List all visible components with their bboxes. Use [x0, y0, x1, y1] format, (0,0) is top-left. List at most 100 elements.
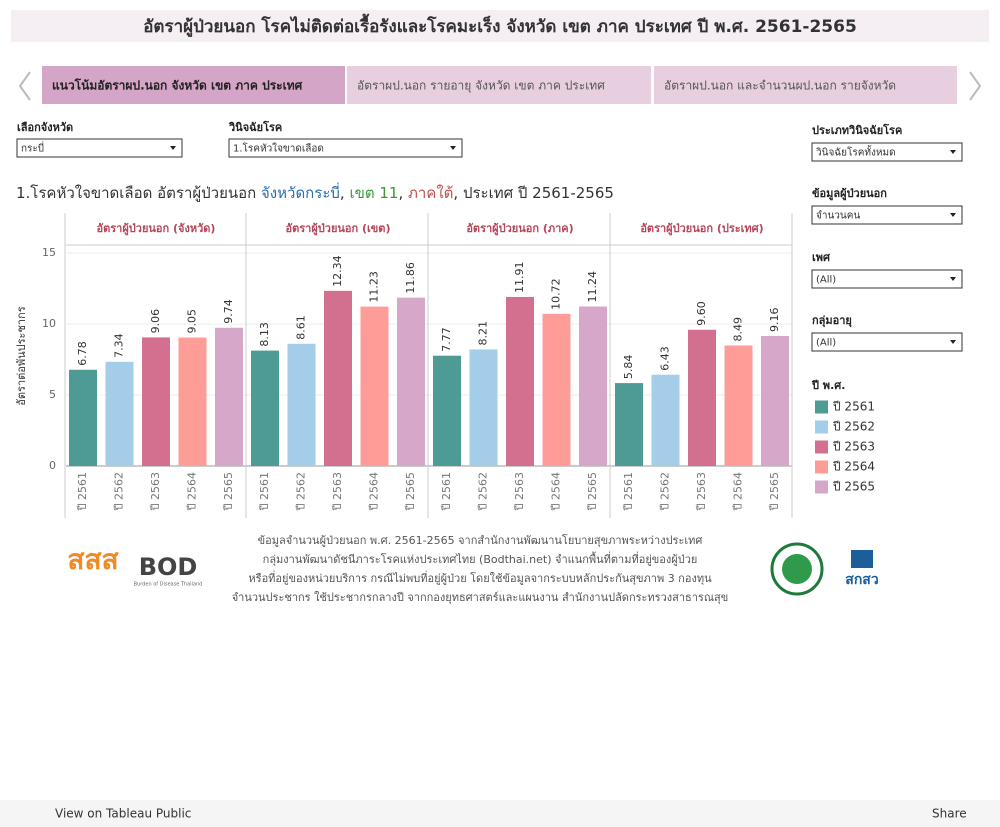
legend-label: ปี 2565 [832, 480, 875, 494]
logo-tsri-mark [851, 550, 873, 568]
dropdown-arrow [950, 150, 956, 154]
x-tick-label: ปี 2561 [76, 472, 89, 512]
legend-swatch [815, 460, 828, 474]
y-tick-label: 15 [42, 246, 56, 259]
panel-header: อัตราผู้ป่วยนอก (ประเทศ) [640, 222, 763, 236]
value-label: 8.61 [295, 315, 308, 340]
bar [469, 349, 498, 466]
bar [360, 306, 389, 466]
value-label: 7.77 [440, 327, 453, 352]
view-link[interactable]: View on Tableau Public [55, 807, 191, 821]
x-tick-label: ปี 2563 [513, 472, 526, 512]
legend-swatch [815, 440, 828, 454]
tab-active[interactable] [42, 66, 345, 104]
x-tick-label: ปี 2563 [695, 472, 708, 512]
logos: สสส BOD Burden of Disease Thailand สกสว [67, 542, 879, 596]
bar [178, 337, 207, 466]
x-tick-label: ปี 2562 [295, 472, 308, 512]
tab-label: อัตราผป.นอก รายอายุ จังหวัด เขต ภาค ประเ… [357, 79, 605, 94]
value-label: 8.13 [258, 322, 271, 347]
x-tick-label: ปี 2561 [258, 472, 271, 512]
bar [69, 369, 97, 466]
x-tick-label: ปี 2561 [622, 472, 635, 512]
tab[interactable] [347, 66, 651, 104]
header-band [11, 10, 989, 42]
value-label: 8.21 [477, 321, 490, 346]
chart: 1.โรคหัวใจขาดเลือด อัตราผู้ป่วยนอก จังหว… [15, 182, 875, 518]
filter-label: ประเภทวินิจฉัยโรค [812, 123, 902, 137]
dropdown[interactable] [811, 142, 963, 162]
filter-label: ข้อมูลผู้ป่วยนอก [812, 187, 887, 201]
value-label: 10.72 [550, 278, 563, 310]
value-label: 7.34 [113, 333, 126, 358]
value-label: 6.78 [76, 341, 89, 366]
legend-label: ปี 2563 [832, 440, 875, 454]
logo-bod: BOD [139, 553, 198, 581]
dropdown-value: 1.โรคหัวใจขาดเลือด [233, 142, 324, 155]
panel-header: อัตราผู้ป่วยนอก (จังหวัด) [97, 222, 216, 236]
dropdown-value: (All) [816, 338, 836, 349]
dropdown[interactable] [811, 205, 963, 225]
dropdown[interactable] [16, 138, 183, 158]
value-label: 11.24 [586, 271, 599, 303]
tab-label: แนวโน้มอัตราผป.นอก จังหวัด เขต ภาค ประเท… [52, 78, 303, 93]
bar [506, 296, 534, 466]
dropdown[interactable] [811, 332, 963, 352]
chart-title-part: ภาคใต้ [408, 184, 453, 202]
bar [142, 337, 170, 466]
x-tick-label: ปี 2564 [186, 472, 199, 512]
x-tick-label: ปี 2562 [113, 472, 126, 512]
y-tick-label: 5 [49, 388, 56, 401]
x-tick-label: ปี 2563 [331, 472, 344, 512]
bar [761, 335, 789, 466]
legend-label: ปี 2561 [832, 400, 875, 414]
x-tick-label: ปี 2564 [550, 472, 563, 512]
x-tick-label: ปี 2565 [404, 472, 417, 512]
filter-label: เพศ [812, 251, 831, 264]
next-arrow[interactable] [969, 71, 982, 101]
bar [251, 350, 279, 466]
value-label: 5.84 [622, 355, 635, 380]
share-button[interactable]: Share [932, 807, 967, 821]
logo-tsri: สกสว [845, 572, 879, 588]
prev-arrow[interactable] [18, 71, 31, 101]
x-tick-label: ปี 2565 [768, 472, 781, 512]
value-label: 8.49 [732, 317, 745, 342]
bar [724, 345, 753, 466]
value-label: 12.34 [331, 255, 344, 287]
tab-label: อัตราผป.นอก และจำนวนผป.นอก รายจังหวัด [664, 79, 896, 93]
y-tick-label: 0 [49, 459, 56, 472]
x-tick-label: ปี 2562 [659, 472, 672, 512]
dropdown[interactable] [228, 138, 463, 158]
value-label: 11.86 [404, 262, 417, 294]
x-tick-label: ปี 2562 [477, 472, 490, 512]
filters: เลือกจังหวัดกระบี่ วินิจฉัยโรค 1.โรคหัวใจข… [16, 120, 963, 352]
x-tick-label: ปี 2565 [222, 472, 235, 512]
legend-label: ปี 2564 [832, 460, 875, 474]
dropdown[interactable] [811, 269, 963, 289]
bar [542, 313, 571, 466]
bar [433, 355, 461, 466]
chart-title-part: , ประเทศ ปี 2561-2565 [453, 184, 614, 202]
dropdown-value: (All) [816, 275, 836, 286]
bar [615, 383, 643, 466]
dropdown-arrow [450, 146, 456, 150]
panel-header: อัตราผู้ป่วยนอก (เขต) [286, 222, 391, 236]
y-tick-label: 10 [42, 317, 56, 330]
dropdown-value: กระบี่ [21, 141, 44, 155]
logo-moph-inner [782, 554, 812, 584]
legend-swatch [815, 480, 828, 494]
value-label: 9.16 [768, 307, 781, 332]
legend-swatch [815, 420, 828, 434]
filter-label: เลือกจังหวัด [17, 121, 73, 134]
logo-bod-sub: Burden of Disease Thailand [134, 582, 203, 588]
bar [397, 297, 425, 466]
bar [324, 290, 352, 466]
chart-title-part: , [340, 184, 350, 202]
filter-label: กลุ่มอายุ [812, 314, 852, 328]
legend-swatch [815, 400, 828, 414]
x-tick-label: ปี 2561 [440, 472, 453, 512]
panel-header: อัตราผู้ป่วยนอก (ภาค) [466, 222, 573, 236]
tab[interactable] [654, 66, 957, 104]
